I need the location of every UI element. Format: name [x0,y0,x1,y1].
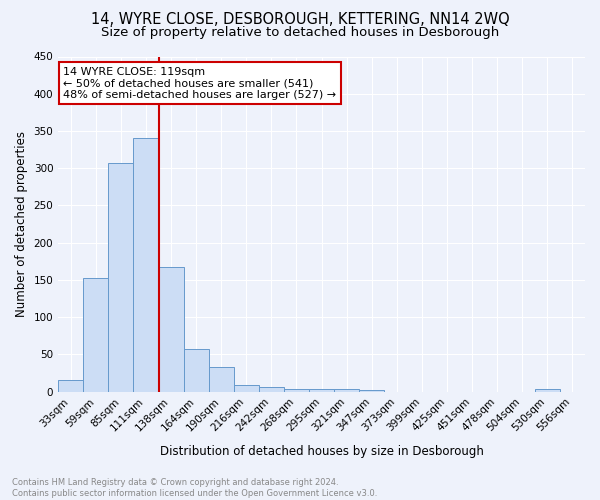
Bar [209,367,234,392]
Bar [284,388,309,392]
Bar [83,278,109,392]
Bar [58,380,83,392]
Y-axis label: Number of detached properties: Number of detached properties [15,131,28,317]
Bar [259,387,284,392]
Text: Contains HM Land Registry data © Crown copyright and database right 2024.
Contai: Contains HM Land Registry data © Crown c… [12,478,377,498]
Bar [309,388,334,392]
Text: 14 WYRE CLOSE: 119sqm
← 50% of detached houses are smaller (541)
48% of semi-det: 14 WYRE CLOSE: 119sqm ← 50% of detached … [64,66,337,100]
Bar [158,268,184,392]
Bar [184,349,209,392]
X-axis label: Distribution of detached houses by size in Desborough: Distribution of detached houses by size … [160,444,484,458]
Bar [133,138,158,392]
Bar [359,390,385,392]
Text: Size of property relative to detached houses in Desborough: Size of property relative to detached ho… [101,26,499,39]
Bar [535,390,560,392]
Bar [109,163,133,392]
Bar [334,388,359,392]
Text: 14, WYRE CLOSE, DESBOROUGH, KETTERING, NN14 2WQ: 14, WYRE CLOSE, DESBOROUGH, KETTERING, N… [91,12,509,28]
Bar [234,385,259,392]
